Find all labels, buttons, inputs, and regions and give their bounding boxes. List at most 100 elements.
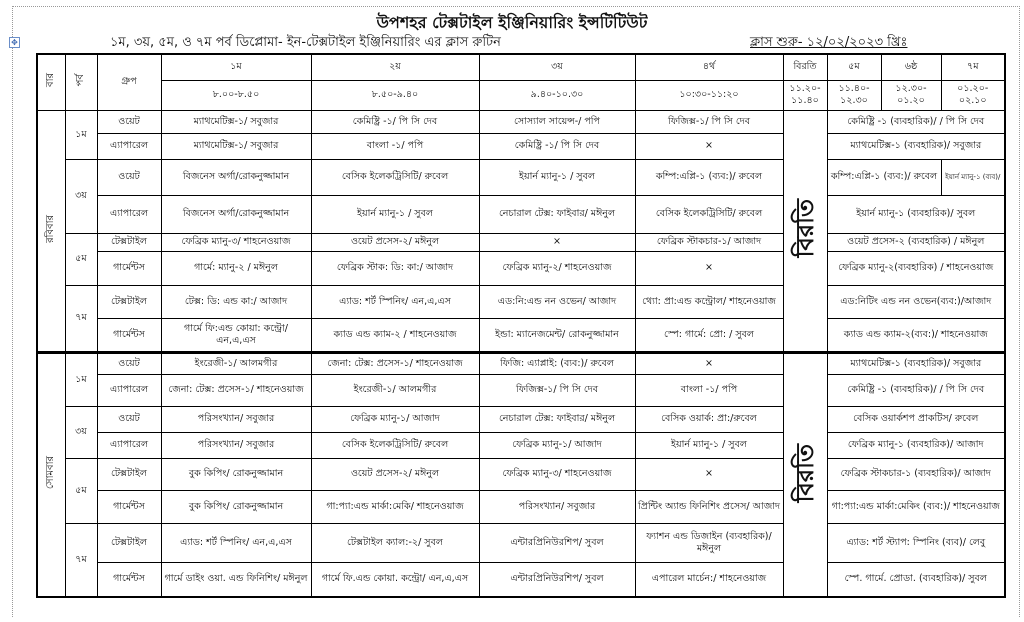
afternoon-class-cell: ম্যাথমেটিক্স-১ (ব্যবহারিক)/ সবুজার (826, 350, 1006, 375)
semester-label: ৩য় (64, 158, 98, 234)
class-cell: বুক কিপিং/ রোকনুজ্জামান (160, 457, 312, 491)
afternoon-extra-cell: ইয়ার্ন ম্যানু-১ (ব্যব)/ (940, 158, 1006, 196)
class-cell: এ্যাড: শর্ট স্পিনিং/ এন,এ,এস (310, 284, 480, 319)
group-label: এ্যাপারেল (96, 194, 162, 234)
class-cell: টেক্সটাইল ক্যাল:-২/ সুবল (310, 522, 480, 563)
group-label: টেক্সটাইল (96, 232, 162, 252)
class-cell: বিজনেস অর্গা/রোকনুজ্জামান (160, 158, 312, 196)
class-cell: ইংরেজী-১/ আলমগীর (160, 350, 312, 375)
class-cell: × (634, 132, 784, 160)
table-row: এ্যাপারেল পরিসংখ্যান/ সবুজার বেসিক ইলেকট্র… (37, 431, 1006, 459)
group-label: টেক্সটাইল (96, 284, 162, 319)
afternoon-class-cell: কেমিষ্ট্রি -১ (ব্যবহারিক)/ / পি সি দেব (826, 109, 1006, 134)
group-label: গার্মেন্টস (96, 250, 162, 286)
class-cell: পরিসংখ্যান/ সবুজার (478, 489, 636, 524)
group-label: এ্যাপারেল (96, 431, 162, 459)
class-cell: ইয়ার্ন ম্যানু-১ / সুবল (634, 431, 784, 459)
semester-label: ১ম (64, 109, 98, 160)
class-cell: কেমিষ্ট্রি -১/ পি সি দেব (310, 109, 480, 134)
table-row: ৫ম টেক্সটাইল বুক কিপিং/ রোকনুজ্জামান ওয়েট … (37, 457, 1006, 524)
group-label: টেক্সটাইল (96, 457, 162, 491)
class-cell: ফিজি: এ্যাপ্লাই: (ব্যব:)/ রুবেল (478, 350, 636, 375)
class-cell: বেসিক ইলেকট্রিসিটি/ রুবেল (310, 431, 480, 459)
class-cell: গার্মে ফি:এন্ড কোয়া: কন্ট্রো/ এন,এ,এস (160, 317, 312, 353)
class-cell: বেসিক ওয়ার্ক: প্রা:/রুবেল (634, 405, 784, 433)
class-cell: জেনা: টেক্স: প্রসেস-১/ শাহনেওয়াজ (310, 350, 480, 375)
class-cell: ফেব্রিক ম্যানু-১/ আজাদ (310, 405, 480, 433)
afternoon-class-cell: ফেব্রিক স্টাকচার-১ (ব্যবহারিক)/ আজাদ (826, 457, 1006, 491)
afternoon-class-cell: গা:প্যা:এন্ড মার্কা:মেকিং (ব্যব:)/ শাহনে… (826, 489, 1006, 524)
class-cell: থ্যো: প্রা:এন্ড কন্ট্রোল/ শাহনেওয়াজ (634, 284, 784, 319)
break-cell-text: বিরতি (791, 443, 819, 502)
class-cell: গার্মে ডাইং ওয়া. এন্ড ফিনিশিং/ মঈনুল (160, 561, 312, 598)
class-cell: ফেব্রিক ম্যানু-৩/ শাহনেওয়াজ (478, 457, 636, 491)
group-label: গার্মেন্টস (96, 561, 162, 598)
period-time: ৯.৪০-১০.৩০ (478, 79, 636, 111)
period-label: ২য় (310, 53, 480, 81)
class-cell: এড:নি:এন্ড নন ওভেন/ আজাদ (478, 284, 636, 319)
class-cell: × (634, 350, 784, 375)
afternoon-class-cell: ফেব্রিক ম্যানু-১ (ব্যবহারিক)/ আজাদ (826, 431, 1006, 459)
table-row: গার্মেন্টস গার্মে ফি:এন্ড কোয়া: কন্ট্রো/… (37, 317, 1006, 353)
class-start-date: ক্লাস শুরু- ১২/০২/২০২৩ খ্রিঃ (750, 35, 908, 50)
class-cell: পরিসংখ্যান/ সবুজার (160, 431, 312, 459)
period-time: ১১.৪০- ১২.৩০ (826, 79, 882, 111)
class-cell: গা:প্যা:এন্ড মার্কা:মেকি/ শাহনেওয়াজ (310, 489, 480, 524)
class-cell: ফ্যাশন এন্ড ডিজাইন (ব্যবহারিক)/ মঈনুল (634, 522, 784, 563)
period-time: ১১.২০- ১১.৪০ (782, 79, 828, 111)
class-cell: ইয়ার্ন ম্যানু-১ / সুবল (478, 158, 636, 196)
period-label: ৩য় (478, 53, 636, 81)
table-row: সোমবার ১ম ওয়েট ইংরেজী-১/ আলমগীর জেনা: টেক্স… (36, 350, 1006, 598)
break-cell-text: বিরতি (791, 199, 819, 258)
class-cell: কম্পি:এপ্লি-১ (ব্যব:)/ রুবেল (634, 158, 784, 196)
day-name-text: রবিবার (45, 214, 57, 243)
period-label: বিরতি (782, 53, 828, 81)
group-label: ওয়েট (96, 158, 162, 196)
class-cell: ফেব্রিক ম্যানু-১/ আজাদ (478, 431, 636, 459)
semester-label: ৭ম (64, 522, 98, 598)
semester-label: ৫ম (64, 457, 98, 524)
afternoon-class-cell: এড:নিটিং এন্ড নন ওভেন(ব্যব:)/আজাদ (826, 284, 1006, 319)
period-label: ৪র্থ (634, 53, 784, 81)
table-row: রবিবার ১ম ওয়েট ম্যাথমেটিক্স-১/ সবুজার কেমিষ… (36, 109, 1006, 353)
class-cell: সোস্যাল সায়েন্স-/ পপি (478, 109, 636, 134)
class-cell: বিজনেস অর্গা/রোকনুজ্জামান (160, 194, 312, 234)
class-cell: এন্টারপ্রিনিউরশিপ/ সুবল (478, 522, 636, 563)
day-name: রবিবার (36, 109, 66, 353)
class-cell: বেসিক ইলেকট্রিসিটি/ রুবেল (310, 158, 480, 196)
table-row: ৩য় ওয়েট বিজনেস অর্গা/রোকনুজ্জামান বেসিক ই… (37, 158, 1006, 234)
class-cell: বাংলা -১/ পপি (634, 373, 784, 407)
afternoon-class-cell: ম্যাথমেটিক্স-১ (ব্যবহারিক)/ সবুজার (826, 132, 1006, 160)
routine-subtitle: ১ম, ৩য়, ৫ম, ও ৭ম পর্ব ডিপ্লোমা- ইন-টেক্… (110, 35, 501, 50)
period-label: ৬ষ্ঠ (880, 53, 942, 81)
day-name: সোমবার (36, 350, 66, 598)
class-cell: বাংলা -১/ পপি (310, 132, 480, 160)
group-label: এ্যাপারেল (96, 132, 162, 160)
period-label: ৭ম (940, 53, 1006, 81)
period-time: ১০:৩০-১১:২০ (634, 79, 784, 111)
table-row: ৩য় ওয়েট পরিসংখ্যান/ সবুজার ফেব্রিক ম্যানু… (37, 405, 1006, 459)
period-time: ০১.২০- ০২.১০ (940, 79, 1006, 111)
class-cell: নেচারাল টেক্স: ফাইবার/ মঈনুল (478, 194, 636, 234)
class-cell: এন্টারপ্রিনিউরশিপ/ সুবল (478, 561, 636, 598)
table-row: এ্যাপারেল জেনা: টেক্স: প্রসেস-১/ শাহনেওয়… (37, 373, 1006, 407)
class-cell: কেমিষ্ট্রি -১/ পি সি দেব (478, 132, 636, 160)
group-label: এ্যাপারেল (96, 373, 162, 407)
class-cell: × (634, 457, 784, 491)
class-cell: ফিজিক্স-১/ পি সি দেব (634, 109, 784, 134)
class-cell: ফেব্রিক ম্যানু-৩/ শাহনেওয়াজ (160, 232, 312, 252)
group-label: গার্মেন্টস (96, 317, 162, 353)
afternoon-class-cell: কম্পি:এপ্লি-১ (ব্যব:)/ রুবেল (826, 158, 942, 196)
class-cell: ম্যাথমেটিক্স-১/ সবুজার (160, 132, 312, 160)
class-cell: স্পে: গার্মে: প্রো: / সুবল (634, 317, 784, 353)
class-cell: ফেব্রিক স্টাকচার-১/ আজাদ (634, 232, 784, 252)
class-cell: এ্যাড: শর্ট স্পিনিং/ এন,এ,এস (160, 522, 312, 563)
table-move-handle-icon[interactable]: ✥ (9, 37, 20, 48)
class-cell: ওয়েট প্রসেস-২/ মঈনুল (310, 232, 480, 252)
table-row: গার্মেন্টস গার্মে ডাইং ওয়া. এন্ড ফিনিশিং… (37, 561, 1006, 598)
afternoon-class-cell: কেমিষ্ট্রি -১ (ব্যবহারিক)/ / পি সি দেব (826, 373, 1006, 407)
page-frame (12, 6, 1020, 617)
break-cell: বিরতি (782, 350, 828, 598)
class-cell: ফিজিক্স-১/ পি সি দেব (478, 373, 636, 407)
class-cell: জেনা: টেক্স: প্রসেস-১/ শাহনেওয়াজ (160, 373, 312, 407)
